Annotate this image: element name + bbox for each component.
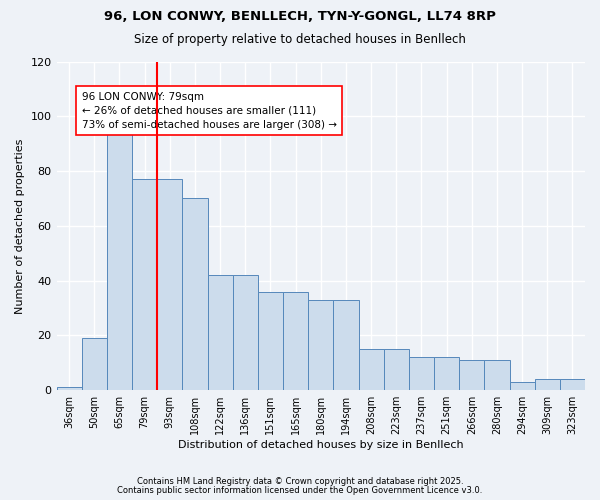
Text: 96, LON CONWY, BENLLECH, TYN-Y-GONGL, LL74 8RP: 96, LON CONWY, BENLLECH, TYN-Y-GONGL, LL… bbox=[104, 10, 496, 23]
Text: Contains public sector information licensed under the Open Government Licence v3: Contains public sector information licen… bbox=[118, 486, 482, 495]
Bar bbox=[233, 275, 258, 390]
Text: Size of property relative to detached houses in Benllech: Size of property relative to detached ho… bbox=[134, 32, 466, 46]
Bar bbox=[359, 349, 383, 390]
Bar bbox=[535, 380, 560, 390]
Bar bbox=[258, 292, 283, 390]
Bar bbox=[434, 358, 459, 390]
Bar bbox=[334, 300, 359, 390]
X-axis label: Distribution of detached houses by size in Benllech: Distribution of detached houses by size … bbox=[178, 440, 464, 450]
Bar bbox=[157, 180, 182, 390]
Bar bbox=[484, 360, 509, 390]
Y-axis label: Number of detached properties: Number of detached properties bbox=[15, 138, 25, 314]
Text: 96 LON CONWY: 79sqm
← 26% of detached houses are smaller (111)
73% of semi-detac: 96 LON CONWY: 79sqm ← 26% of detached ho… bbox=[82, 92, 337, 130]
Bar bbox=[132, 180, 157, 390]
Bar bbox=[182, 198, 208, 390]
Bar bbox=[409, 358, 434, 390]
Bar bbox=[82, 338, 107, 390]
Bar bbox=[560, 380, 585, 390]
Bar bbox=[283, 292, 308, 390]
Bar bbox=[56, 388, 82, 390]
Bar bbox=[107, 132, 132, 390]
Bar bbox=[383, 349, 409, 390]
Text: Contains HM Land Registry data © Crown copyright and database right 2025.: Contains HM Land Registry data © Crown c… bbox=[137, 477, 463, 486]
Bar bbox=[509, 382, 535, 390]
Bar bbox=[308, 300, 334, 390]
Bar bbox=[208, 275, 233, 390]
Bar bbox=[459, 360, 484, 390]
